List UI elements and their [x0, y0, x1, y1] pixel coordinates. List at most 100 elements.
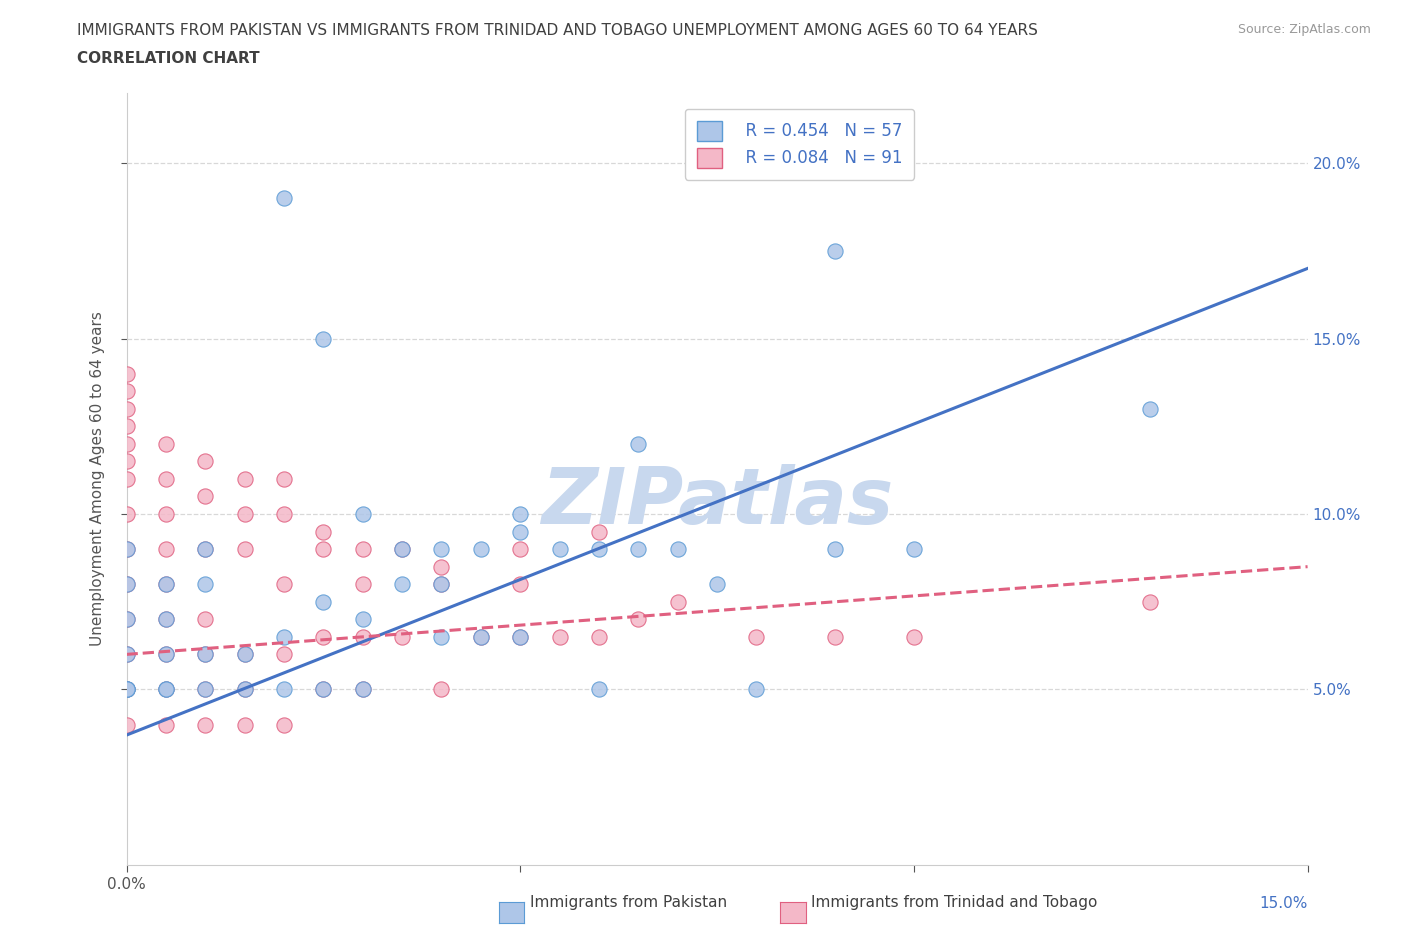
- Point: [155, 541, 177, 556]
- Point: [627, 436, 650, 451]
- Point: [509, 577, 531, 591]
- Point: [115, 647, 138, 662]
- Point: [509, 507, 531, 522]
- Text: Source: ZipAtlas.com: Source: ZipAtlas.com: [1237, 23, 1371, 36]
- Point: [430, 577, 453, 591]
- Point: [312, 331, 335, 346]
- Legend:   R = 0.454   N = 57,   R = 0.084   N = 91: R = 0.454 N = 57, R = 0.084 N = 91: [685, 109, 914, 179]
- Point: [391, 577, 413, 591]
- Point: [352, 682, 374, 697]
- Point: [273, 577, 295, 591]
- Point: [155, 507, 177, 522]
- Point: [115, 507, 138, 522]
- Point: [273, 507, 295, 522]
- Point: [273, 191, 295, 206]
- Point: [115, 402, 138, 417]
- Point: [115, 682, 138, 697]
- Point: [155, 436, 177, 451]
- Text: CORRELATION CHART: CORRELATION CHART: [77, 51, 260, 66]
- Point: [352, 507, 374, 522]
- Point: [233, 682, 256, 697]
- Point: [233, 717, 256, 732]
- Point: [745, 682, 768, 697]
- Point: [115, 384, 138, 399]
- Point: [509, 525, 531, 539]
- Point: [194, 577, 217, 591]
- Point: [194, 612, 217, 627]
- Point: [233, 541, 256, 556]
- Point: [155, 717, 177, 732]
- Point: [588, 682, 610, 697]
- Point: [548, 630, 571, 644]
- Point: [470, 630, 492, 644]
- Point: [115, 418, 138, 433]
- Point: [194, 682, 217, 697]
- Point: [115, 612, 138, 627]
- Point: [352, 682, 374, 697]
- Point: [312, 541, 335, 556]
- Point: [115, 541, 138, 556]
- Point: [115, 454, 138, 469]
- Point: [115, 577, 138, 591]
- Point: [115, 682, 138, 697]
- Point: [352, 577, 374, 591]
- Point: [470, 630, 492, 644]
- Point: [194, 454, 217, 469]
- Point: [115, 717, 138, 732]
- Point: [194, 541, 217, 556]
- Text: ZIPatlas: ZIPatlas: [541, 464, 893, 540]
- Point: [115, 541, 138, 556]
- Text: 15.0%: 15.0%: [1260, 896, 1308, 910]
- Point: [430, 541, 453, 556]
- Point: [588, 541, 610, 556]
- Point: [666, 594, 689, 609]
- Point: [115, 647, 138, 662]
- Point: [352, 630, 374, 644]
- Point: [115, 612, 138, 627]
- Point: [627, 612, 650, 627]
- Point: [391, 541, 413, 556]
- Point: [155, 577, 177, 591]
- Text: Immigrants from Pakistan: Immigrants from Pakistan: [530, 895, 727, 910]
- Point: [155, 682, 177, 697]
- Point: [233, 647, 256, 662]
- Point: [312, 594, 335, 609]
- Text: IMMIGRANTS FROM PAKISTAN VS IMMIGRANTS FROM TRINIDAD AND TOBAGO UNEMPLOYMENT AMO: IMMIGRANTS FROM PAKISTAN VS IMMIGRANTS F…: [77, 23, 1038, 38]
- Point: [391, 541, 413, 556]
- Point: [352, 541, 374, 556]
- Point: [627, 541, 650, 556]
- Point: [155, 472, 177, 486]
- Point: [1139, 402, 1161, 417]
- Point: [233, 682, 256, 697]
- Point: [509, 630, 531, 644]
- Text: Immigrants from Trinidad and Tobago: Immigrants from Trinidad and Tobago: [811, 895, 1098, 910]
- Point: [115, 577, 138, 591]
- Point: [903, 630, 925, 644]
- Point: [312, 682, 335, 697]
- Point: [194, 717, 217, 732]
- Point: [666, 541, 689, 556]
- Point: [312, 525, 335, 539]
- Point: [352, 612, 374, 627]
- Point: [824, 541, 846, 556]
- Point: [194, 647, 217, 662]
- Y-axis label: Unemployment Among Ages 60 to 64 years: Unemployment Among Ages 60 to 64 years: [90, 312, 105, 646]
- Point: [273, 717, 295, 732]
- Point: [273, 472, 295, 486]
- Point: [548, 541, 571, 556]
- Point: [115, 682, 138, 697]
- Point: [194, 682, 217, 697]
- Point: [233, 472, 256, 486]
- Point: [745, 630, 768, 644]
- Point: [588, 630, 610, 644]
- Point: [273, 630, 295, 644]
- Point: [430, 630, 453, 644]
- Point: [706, 577, 728, 591]
- Point: [155, 577, 177, 591]
- Point: [155, 647, 177, 662]
- Point: [273, 682, 295, 697]
- Point: [194, 489, 217, 504]
- Point: [312, 630, 335, 644]
- Point: [273, 647, 295, 662]
- Point: [115, 366, 138, 381]
